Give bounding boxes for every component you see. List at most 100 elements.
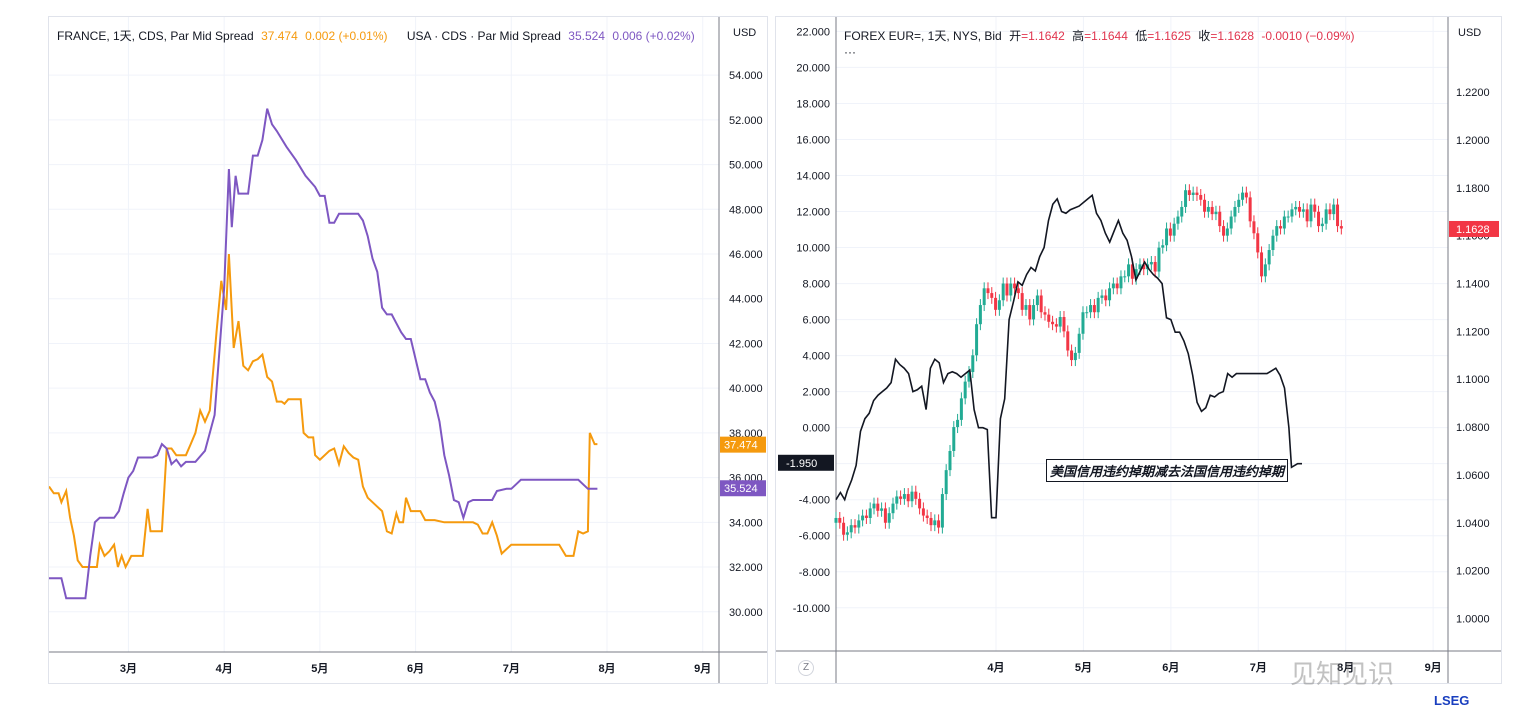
candle-body [1172, 223, 1176, 236]
candle-body [1073, 352, 1077, 361]
right-y-tick-label: 1.1400 [1456, 279, 1490, 291]
right-y-tick-label: 1.0200 [1456, 566, 1490, 578]
eur-low-value: =1.1625 [1147, 29, 1191, 43]
candle-body [940, 494, 944, 528]
candle-body [967, 372, 971, 382]
candle-body [1214, 211, 1218, 215]
candle-body [959, 398, 963, 420]
candle-body [1267, 250, 1271, 265]
candle-body [1168, 228, 1172, 236]
candle-body [1092, 305, 1096, 313]
candle-body [861, 515, 865, 521]
eur-change-value: -0.0010 (−0.09%) [1261, 29, 1355, 43]
candle-body [1241, 192, 1245, 200]
eur-close-label: 收 [1198, 29, 1211, 43]
legend-more-button[interactable]: ··· [844, 45, 856, 59]
candle-body [963, 381, 967, 399]
candle-body [944, 470, 948, 495]
right-y-tick-label: 1.0000 [1456, 613, 1490, 625]
candle-body [1153, 261, 1157, 272]
candle-body [1157, 247, 1161, 272]
x-tick-label: 5月 [311, 662, 328, 675]
left-y-tick-label: 12.000 [796, 207, 830, 219]
y-tick-label: 50.000 [729, 160, 763, 172]
candle-body [1077, 333, 1081, 353]
eur-legend-symbol: FOREX EUR=, 1天, NYS, Bid [844, 29, 1002, 43]
candle-body [1309, 204, 1313, 222]
usa-legend-value: 35.524 [568, 29, 605, 43]
left-y-tick-label: -10.000 [793, 603, 830, 615]
candle-body [1130, 264, 1134, 279]
candle-body [1191, 192, 1195, 195]
candle-body [1294, 206, 1298, 210]
candle-body [1149, 261, 1153, 265]
candle-body [933, 520, 937, 526]
candle-body [883, 508, 887, 523]
france-legend-change: 0.002 (+0.01%) [305, 29, 388, 43]
candle-body [834, 517, 838, 523]
candle-body [1248, 197, 1252, 222]
series-line-usa [49, 108, 598, 600]
candle-body [921, 508, 925, 516]
candle-body [978, 305, 982, 325]
candle-body [868, 508, 872, 518]
candle-body [1024, 305, 1028, 310]
candle-body [864, 515, 868, 518]
candle-body [937, 520, 941, 528]
candle-body [1317, 211, 1321, 227]
x-tick-label: 7月 [503, 662, 520, 675]
candle-body [1199, 194, 1203, 200]
candle-body [1089, 305, 1093, 313]
candle-body [1256, 233, 1260, 253]
candle-body [1134, 269, 1138, 279]
candle-body [914, 491, 918, 499]
candle-body [997, 300, 1001, 310]
candle-body [1062, 317, 1066, 332]
candle-body [994, 297, 998, 310]
candle-body [1165, 228, 1169, 246]
candle-body [1313, 204, 1317, 212]
candle-body [849, 525, 853, 533]
france-legend-value: 37.474 [261, 29, 298, 43]
right-y-tick-label: 1.1800 [1456, 183, 1490, 195]
candle-body [1058, 317, 1062, 327]
left-y-tick-label: -4.000 [799, 495, 830, 507]
candle-body [1301, 209, 1305, 212]
candle-body [899, 496, 903, 499]
eur-close-value: =1.1628 [1210, 29, 1255, 43]
candle-body [1066, 331, 1070, 351]
left-currency-label[interactable]: USD [733, 27, 757, 39]
candle-body [887, 513, 891, 523]
candle-body [982, 288, 986, 306]
candle-body [1328, 209, 1332, 215]
candle-body [1176, 216, 1180, 224]
left-chart-svg: 54.000 52.000 50.000 48.000 46.000 44.000 42.0… [49, 17, 767, 683]
zoom-reset-button[interactable]: Z [798, 660, 814, 676]
candle-body [1263, 264, 1267, 277]
candle-body [918, 498, 922, 509]
y-tick-label: 32.000 [729, 562, 763, 574]
candle-body [1005, 283, 1009, 296]
y-tick-label: 44.000 [729, 294, 763, 306]
right-y-tick-label: 1.1200 [1456, 326, 1490, 338]
left-y-tick-label: 6.000 [802, 315, 830, 327]
candle-body [1138, 264, 1142, 270]
last-price-badge [720, 436, 766, 453]
x-tick-label: 8月 [598, 662, 615, 675]
candle-body [1275, 226, 1279, 236]
france-legend-name: FRANCE, 1天, CDS, Par Mid Spread [57, 29, 254, 43]
last-price-text: 37.474 [724, 440, 758, 452]
candle-body [1039, 295, 1043, 313]
x-tick-label: 5月 [1075, 661, 1092, 674]
right-currency-label[interactable]: USD [1458, 27, 1482, 39]
candle-body [1081, 312, 1085, 334]
candle-body [1290, 209, 1294, 217]
candle-body [1244, 192, 1248, 198]
candle-body [845, 532, 849, 535]
candle-body [1020, 293, 1024, 310]
candle-body [1111, 283, 1115, 289]
candle-body [1127, 264, 1131, 277]
candle-body [838, 517, 842, 523]
eur-low-label: 低 [1135, 29, 1148, 43]
candle-body [1100, 295, 1104, 298]
